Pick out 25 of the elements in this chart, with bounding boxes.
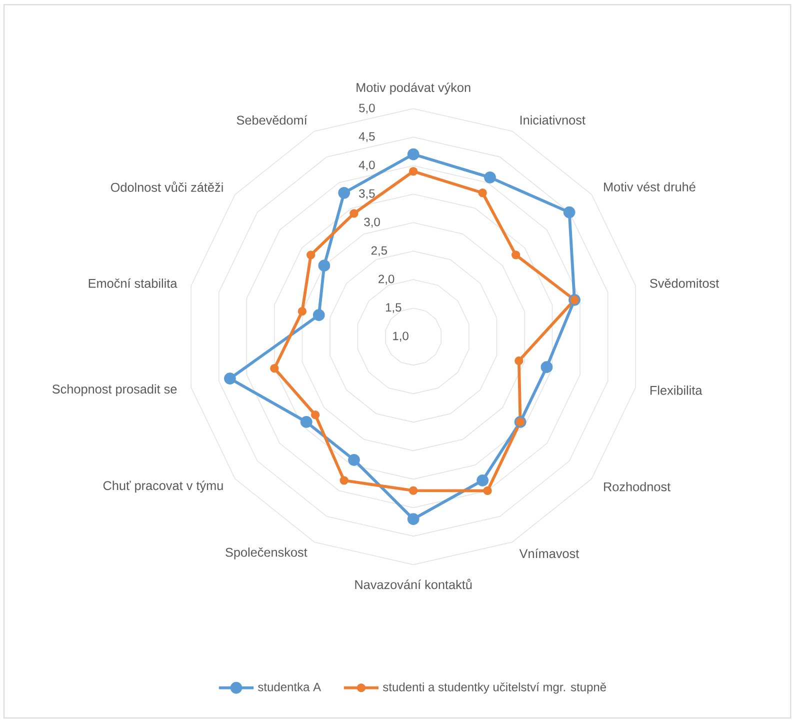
spoke-label: Navazování kontaktů	[355, 578, 472, 590]
spoke-label: Chuť pracovat v týmu	[103, 480, 223, 493]
spoke-label: Sebevědomí	[236, 115, 308, 125]
y-tick-label: 4,5	[358, 132, 375, 142]
spoke-label: Společenskost	[226, 547, 308, 560]
y-tick-label: 1,0	[393, 332, 408, 342]
spoke-label: Flexibilita	[650, 386, 702, 395]
spoke-label: Schopnost prosadit se	[52, 384, 177, 396]
y-tick-label: 3,5	[359, 189, 375, 200]
spoke-label: Vnímavost	[519, 548, 580, 558]
legend-label: studenti a studentky učitelství mgr. stupně	[383, 682, 606, 694]
spoke-label: Odolnost vůči zátěži	[110, 182, 223, 192]
spoke-label: Rozhodnost	[604, 482, 670, 492]
y-tick-label: 2,0	[378, 274, 394, 285]
y-tick-label: 2,5	[371, 246, 388, 256]
spoke-label: Svědomitost	[650, 278, 720, 288]
spoke-label: Motiv vést druhé	[604, 182, 696, 192]
y-tick-label: 4,0	[358, 160, 375, 171]
spoke-label: Emoční stabilita	[88, 278, 178, 288]
y-tick-label: 5,0	[359, 104, 375, 114]
y-tick-label: 1,5	[386, 303, 402, 314]
spoke-label: Motiv podávat výkon	[356, 82, 470, 95]
legend-label: studentka A	[258, 682, 322, 692]
y-tick-label: 3,0	[364, 218, 380, 228]
spoke-label: Iniciativnost	[520, 115, 586, 125]
